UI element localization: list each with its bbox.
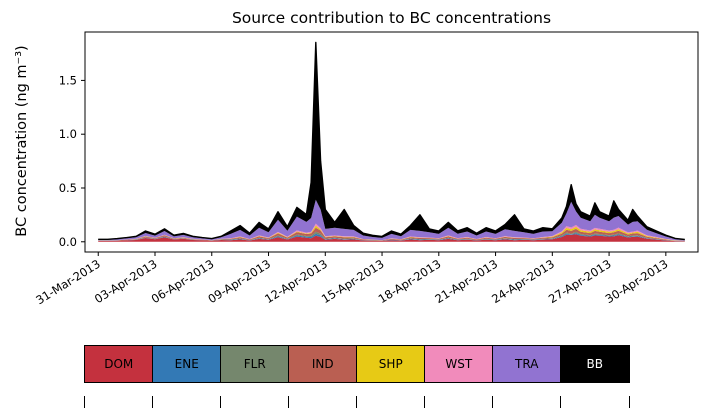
y-tick-label: 0.0 [59,235,77,249]
legend-row2-cell [560,396,630,408]
x-tick-label: 06-Apr-2013 [149,257,217,307]
legend-row2-cell [84,396,154,408]
x-tick-label: 15-Apr-2013 [319,257,387,307]
legend-item-tra: TRA [492,345,562,383]
legend-row-cropped [84,396,630,408]
x-tick-label: 31-Mar-2013 [33,257,102,308]
legend-row2-cell [288,396,358,408]
legend-row2-cell [492,396,562,408]
legend-item-bb: BB [560,345,630,383]
x-tick-label: 24-Apr-2013 [489,257,557,307]
y-tick-label: 0.5 [59,181,77,195]
axes-spines [84,31,699,253]
legend-label: SHP [378,357,403,371]
x-tick-label: 18-Apr-2013 [376,257,444,307]
legend-label: FLR [243,357,266,371]
legend-label: IND [311,357,334,371]
x-tick-label: 09-Apr-2013 [205,257,273,307]
chart-title: Source contribution to BC concentrations [231,9,552,27]
legend-row2-cell [220,396,290,408]
legend-item-ene: ENE [152,345,222,383]
y-tick-label: 1.5 [59,73,77,87]
legend-item-ind: IND [288,345,358,383]
legend: DOM ENE FLR IND SHP WST TRA BB [84,345,630,383]
legend-row2-cell [356,396,426,408]
legend-label: ENE [174,357,199,371]
legend-item-dom: DOM [84,345,154,383]
legend-label: TRA [515,357,539,371]
legend-label: DOM [104,357,134,371]
area-dom [98,234,685,242]
legend-label: WST [445,357,473,371]
x-tick-label: 03-Apr-2013 [92,257,160,307]
legend-label: BB [586,357,603,371]
x-tick-label: 12-Apr-2013 [262,257,330,307]
x-tick-label: 21-Apr-2013 [432,257,500,307]
legend-row2-cell [152,396,222,408]
legend-item-wst: WST [424,345,494,383]
x-tick-label: 30-Apr-2013 [603,257,671,307]
legend-item-shp: SHP [356,345,426,383]
y-tick-label: 1.0 [59,127,77,141]
area-tra [98,199,685,241]
legend-item-flr: FLR [220,345,290,383]
plot-area: 31-Mar-201303-Apr-201306-Apr-201309-Apr-… [33,31,699,308]
area-bb [98,42,685,241]
legend-row2-cell [424,396,494,408]
stack-top-outline [98,41,685,241]
x-tick-label: 27-Apr-2013 [546,257,614,307]
